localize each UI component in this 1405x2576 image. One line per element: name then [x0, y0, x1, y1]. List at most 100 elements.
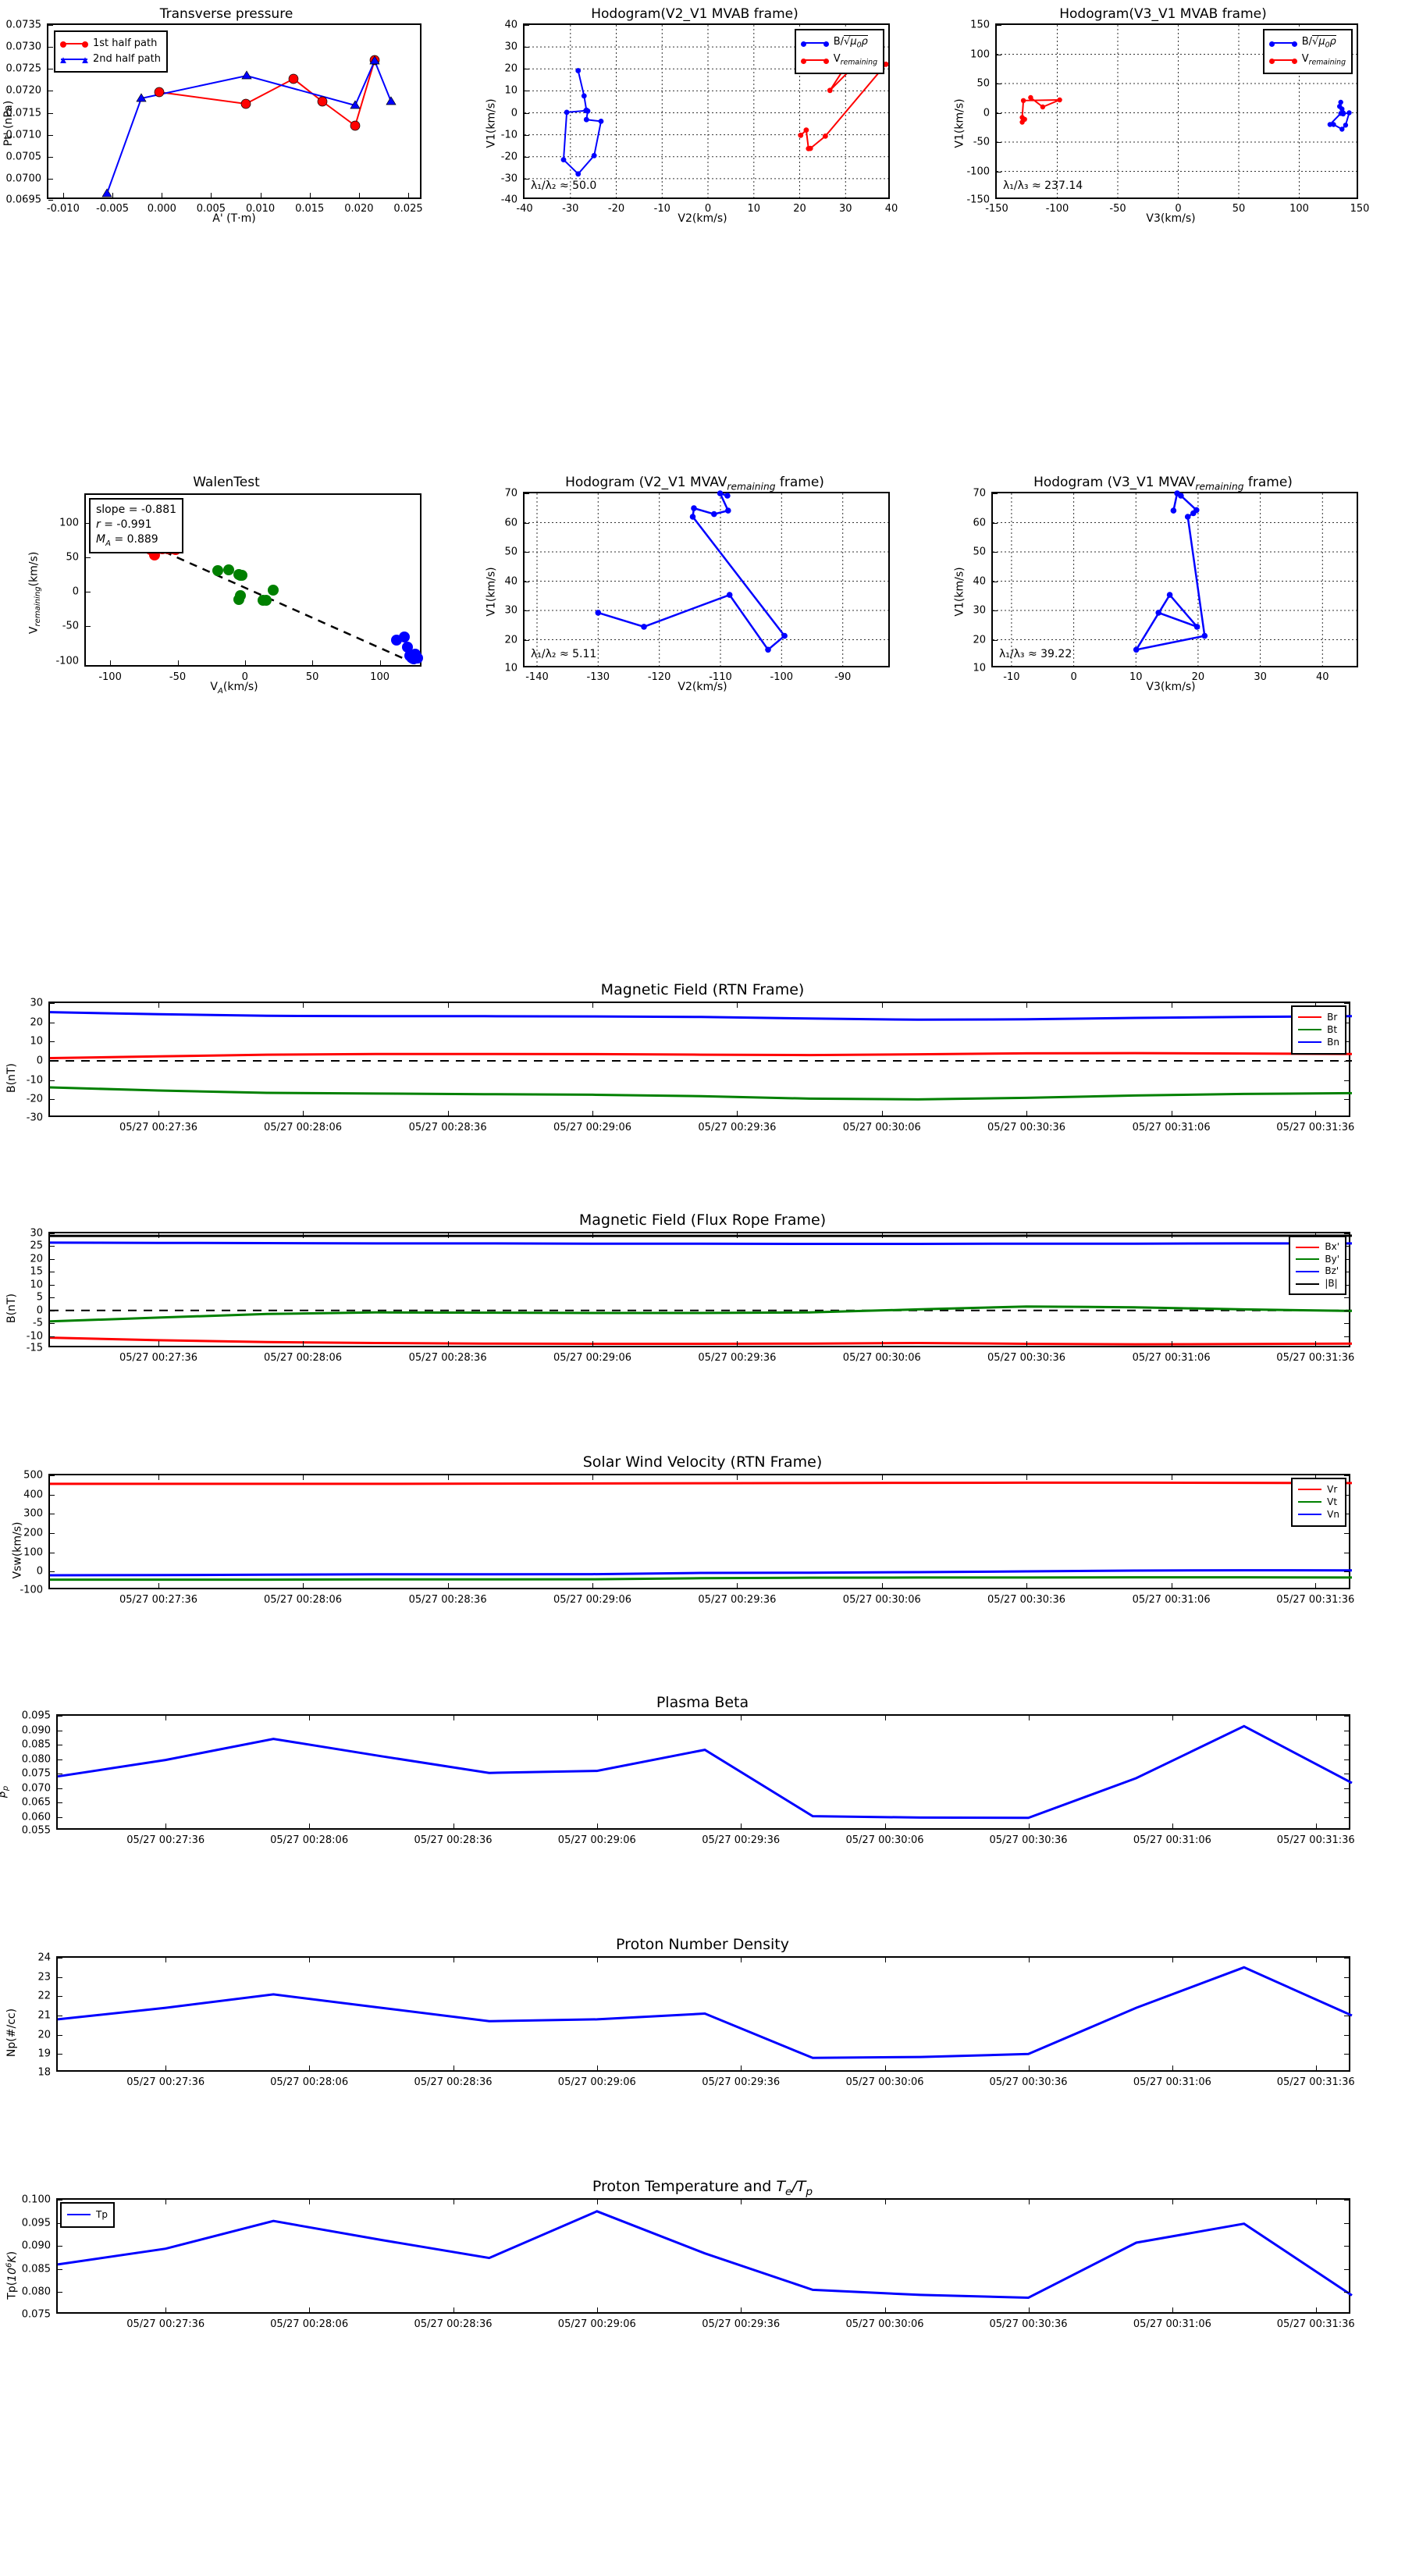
tick-label: 0.0720: [5, 84, 42, 97]
transverse-pressure-axes: 0.0735 0.0730 0.0725 0.0720 0.0715 0.071…: [6, 20, 423, 215]
tick-label: -0.010: [46, 203, 80, 215]
tick-label: 10: [504, 84, 518, 97]
walen-stats-box: slope = -0.881 r = -0.991 MA = 0.889: [89, 498, 184, 554]
tick-label: -10: [500, 129, 518, 141]
circle-marker: [823, 58, 829, 64]
tick-label: 0.0700: [5, 173, 42, 185]
hodogram-v2v1-mvav-plot: [525, 490, 891, 669]
hodogram-v3v1-mvab-plot: [997, 25, 1360, 201]
time-tick-label: 05/27 00:30:06: [845, 2318, 924, 2330]
tick-label: 40: [504, 19, 518, 31]
tick-label: 70: [973, 487, 986, 500]
hodogram-v3v1-mvav-plot: [993, 490, 1360, 669]
time-tick-label: 05/27 00:28:06: [270, 1834, 349, 1846]
time-tick-label: 05/27 00:28:06: [270, 2318, 349, 2330]
time-tick-label: 05/27 00:28:06: [264, 1122, 342, 1133]
time-tick-label: 05/27 00:29:06: [557, 1834, 636, 1846]
transverse-pressure-legend: 1st half path 2nd half path: [54, 30, 168, 73]
time-tick-label: 05/27 00:27:36: [126, 2318, 205, 2330]
hodogram-v3v1-mvav-axes: 70 60 50 40 30 20 10 -10 0 10 20 30 40 λ…: [973, 488, 1360, 683]
line-swatch-green: [1296, 1258, 1320, 1261]
time-tick-label: 05/27 00:30:06: [842, 1594, 921, 1606]
circle-marker: [1291, 58, 1297, 64]
tick-label: 0: [1070, 671, 1077, 683]
time-tick-label: 05/27 00:31:06: [1132, 1594, 1211, 1606]
tick-label: 40: [884, 203, 898, 215]
time-tick-label: 05/27 00:28:36: [408, 1352, 487, 1364]
tick-label: -15: [26, 1342, 43, 1354]
line-swatch-black: [1296, 1283, 1320, 1285]
time-tick-label: 05/27 00:27:36: [119, 1594, 197, 1606]
tick-label: 0: [510, 107, 518, 119]
panel-transverse-pressure: Transverse pressure Pt' (nPa) A' (T·m): [0, 0, 453, 226]
hodogram-v2v1-mvab-axes: 40 30 20 10 0 -10 -20 -30 -40 -40 -30 -2…: [501, 20, 898, 215]
tick-label: 0.060: [21, 1811, 51, 1823]
tick-label: -30: [562, 203, 579, 215]
tick-label: 50: [976, 77, 990, 90]
legend-entry: Vr: [1298, 1483, 1339, 1496]
tick-label: 200: [23, 1527, 43, 1539]
legend-entry: Tp: [67, 2208, 108, 2222]
time-tick-label: 05/27 00:28:06: [264, 1594, 342, 1606]
tick-label: -20: [500, 151, 518, 163]
legend-label: Vremaining: [833, 53, 877, 67]
line-swatch-blue: [1296, 1270, 1320, 1272]
tick-label: 0.025: [393, 203, 423, 215]
tick-label: -150: [966, 194, 990, 206]
tick-label: 20: [973, 634, 986, 646]
legend-label: Bt: [1327, 1024, 1338, 1036]
legend-entry: B/√μ0ρ: [1268, 34, 1346, 52]
walen-test-xlabel: VA(km/s): [210, 681, 258, 696]
legend-label: Br: [1327, 1012, 1338, 1023]
tick-label: 22: [37, 1990, 51, 2002]
time-tick-label: 05/27 00:29:06: [553, 1352, 631, 1364]
time-tick-label: 05/27 00:31:36: [1276, 2076, 1355, 2088]
panel-hodogram-v2v1-mvav: Hodogram (V2_V1 MVAVremaining frame) V1(…: [468, 468, 921, 695]
panel-proton-temperature: Proton Temperature and Te/Tp Tp(106K) 0.…: [0, 2176, 1405, 2356]
time-tick-label: 05/27 00:30:36: [989, 2318, 1068, 2330]
tick-label: 0.055: [21, 1824, 51, 1837]
tick-label: 100: [970, 48, 990, 60]
tick-label: 0.080: [21, 1753, 51, 1765]
line-swatch-red: [1268, 58, 1297, 64]
legend-label: Bx': [1325, 1241, 1339, 1252]
tick-label: -10: [1003, 671, 1020, 683]
tick-label: 0: [1175, 203, 1182, 215]
time-tick-label: 05/27 00:29:06: [553, 1122, 631, 1133]
triangle-marker: [82, 57, 88, 64]
time-tick-label: 05/27 00:30:36: [989, 2076, 1068, 2088]
tick-label: 300: [23, 1507, 43, 1520]
tick-label: 40: [1316, 671, 1329, 683]
time-tick-label: 05/27 00:31:36: [1276, 1594, 1355, 1606]
tick-label: 0.075: [21, 1767, 51, 1780]
tick-label: 50: [504, 546, 518, 558]
tick-label: 50: [305, 671, 319, 683]
legend-label: 1st half path: [93, 37, 158, 49]
tick-label: 30: [1254, 671, 1267, 683]
tick-label: -20: [607, 203, 625, 215]
hodogram-v2v1-mvav-axes: 70 60 50 40 30 20 10 -140 -130 -120 -110…: [504, 488, 891, 683]
tick-label: 20: [504, 62, 518, 75]
magnetic-field-rtn-axes: 30 20 10 0 -10 -20 -30 05/27 00:27:36 05…: [27, 998, 1355, 1134]
time-tick-label: 05/27 00:31:36: [1276, 2318, 1355, 2330]
time-tick-label: 05/27 00:31:06: [1133, 2076, 1211, 2088]
tick-label: 0.090: [21, 1724, 51, 1736]
tick-label: 0.090: [21, 2240, 51, 2252]
proton-temperature-plot: [57, 2210, 1353, 2300]
hodogram-v3v1-mvab-legend: B/√μ0ρ Vremaining: [1262, 29, 1353, 75]
legend-label: B/√μ0ρ: [833, 35, 868, 50]
tick-label: 70: [504, 487, 518, 500]
time-tick-label: 05/27 00:31:06: [1132, 1122, 1211, 1133]
tick-label: -150: [985, 203, 1008, 215]
tick-label: 15: [30, 1265, 43, 1278]
line-swatch-green: [1298, 1029, 1322, 1031]
tick-label: 0: [241, 671, 248, 683]
tick-label: 0: [36, 1565, 43, 1578]
tick-label: 20: [1191, 671, 1205, 683]
time-tick-label: 05/27 00:27:36: [126, 2076, 205, 2088]
eigenvalue-ratio-annotation: λ₁/λ₃ ≈ 237.14: [1003, 180, 1083, 192]
panel-hodogram-v2v1-mvab: Hodogram(V2_V1 MVAB frame) V1(km/s) V2(k…: [468, 0, 921, 226]
walen-slope: slope = -0.881: [96, 503, 177, 516]
tick-label: -50: [62, 620, 79, 632]
time-tick-label: 05/27 00:29:06: [553, 1594, 631, 1606]
